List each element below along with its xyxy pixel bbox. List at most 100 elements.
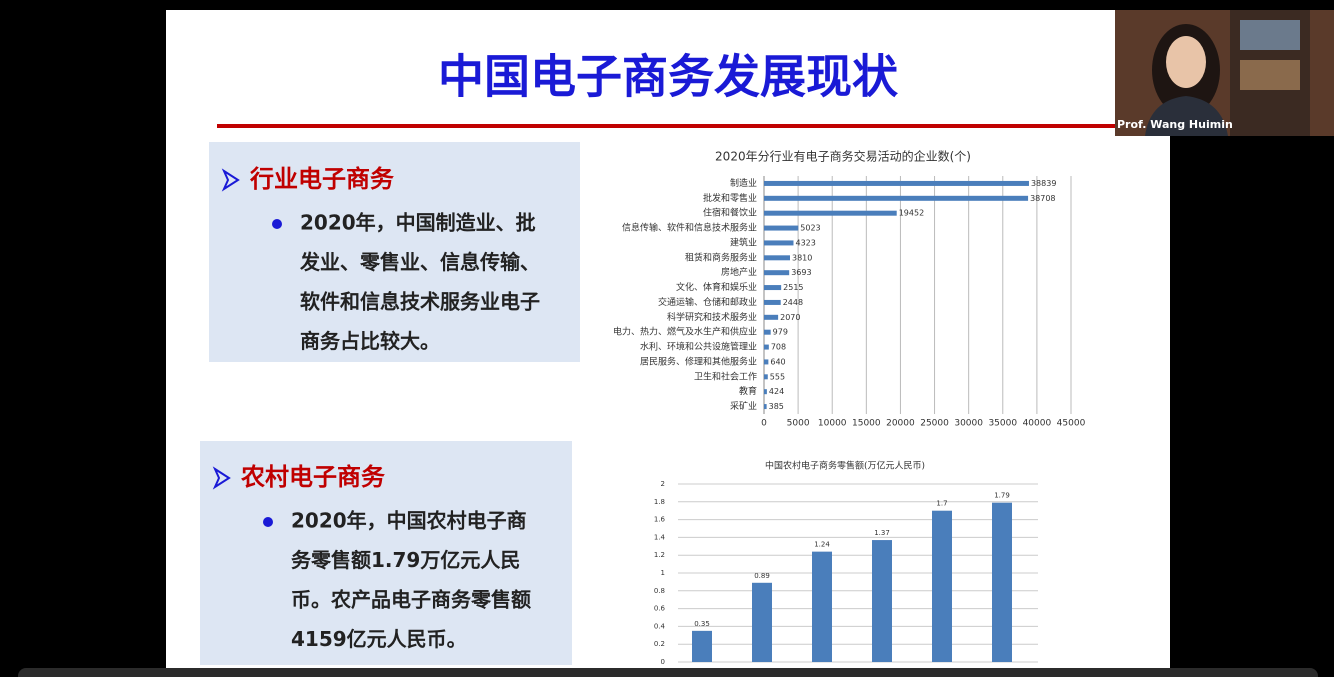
category-label: 水利、环境和公共设施管理业 bbox=[640, 341, 757, 353]
category-label: 制造业 bbox=[730, 177, 757, 189]
arrow-icon bbox=[212, 466, 231, 490]
category-label: 电力、热力、燃气及水生产和供应业 bbox=[613, 326, 757, 338]
category-label: 采矿业 bbox=[730, 400, 757, 412]
value-label: 2448 bbox=[783, 298, 803, 307]
bar bbox=[764, 359, 769, 365]
video-tile: Prof. Wang Huimin bbox=[1115, 10, 1334, 136]
value-label: 38839 bbox=[1031, 179, 1056, 188]
value-label: 0.35 bbox=[694, 620, 710, 628]
bar bbox=[764, 225, 799, 231]
bullet bbox=[272, 219, 282, 229]
body-line: 2020年，中国农村电子商 bbox=[291, 509, 527, 533]
arrow-icon bbox=[221, 168, 240, 192]
y-tick-label: 1 bbox=[661, 569, 665, 577]
y-tick-label: 0 bbox=[661, 658, 665, 666]
y-tick-label: 0.6 bbox=[654, 605, 666, 613]
x-tick-label: 10000 bbox=[818, 419, 847, 429]
value-label: 1.79 bbox=[994, 492, 1010, 500]
section-box bbox=[209, 142, 580, 362]
y-tick-label: 1.6 bbox=[654, 516, 666, 524]
body-line: 商务占比较大。 bbox=[300, 329, 440, 353]
y-tick-label: 0.2 bbox=[654, 640, 665, 648]
bar bbox=[764, 374, 768, 380]
value-label: 0.89 bbox=[754, 572, 770, 580]
control-bar[interactable] bbox=[18, 668, 1318, 677]
value-label: 424 bbox=[769, 387, 784, 396]
body-line: 4159亿元人民币。 bbox=[291, 627, 467, 651]
value-label: 2070 bbox=[780, 313, 800, 322]
body-line: 务零售额1.79万亿元人民 bbox=[291, 548, 520, 572]
bar bbox=[764, 404, 767, 410]
y-tick-label: 1.2 bbox=[654, 551, 665, 559]
participant-name: Prof. Wang Huimin bbox=[1117, 118, 1233, 131]
value-label: 19452 bbox=[899, 209, 924, 218]
category-label: 教育 bbox=[739, 385, 757, 397]
x-tick-label: 15000 bbox=[852, 419, 881, 429]
bar bbox=[692, 630, 712, 662]
chart-title: 中国农村电子商务零售额(万亿元人民币) bbox=[765, 460, 925, 472]
value-label: 1.24 bbox=[814, 541, 830, 549]
y-tick-label: 0.4 bbox=[654, 622, 666, 630]
category-label: 批发和零售业 bbox=[703, 192, 757, 204]
value-label: 385 bbox=[769, 402, 784, 411]
category-label: 居民服务、修理和其他服务业 bbox=[640, 355, 757, 367]
bar bbox=[764, 270, 790, 276]
x-tick-label: 0 bbox=[761, 419, 767, 429]
category-label: 卫生和社会工作 bbox=[694, 370, 757, 382]
face bbox=[1166, 36, 1206, 88]
value-label: 3693 bbox=[791, 268, 811, 277]
bar bbox=[764, 240, 794, 246]
bar bbox=[812, 551, 832, 662]
category-label: 租赁和商务服务业 bbox=[685, 251, 757, 263]
category-label: 房地产业 bbox=[721, 266, 757, 278]
x-tick-label: 30000 bbox=[954, 419, 983, 429]
category-label: 建筑业 bbox=[730, 236, 757, 248]
bar bbox=[764, 314, 779, 320]
x-tick-label: 20000 bbox=[886, 419, 915, 429]
x-tick-label: 5000 bbox=[787, 419, 810, 429]
y-tick-label: 2 bbox=[661, 480, 665, 488]
bar bbox=[764, 389, 767, 395]
bar bbox=[872, 540, 892, 662]
bar bbox=[764, 255, 790, 261]
bar bbox=[992, 502, 1012, 662]
value-label: 4323 bbox=[795, 238, 815, 247]
body-line: 币。农产品电子商务零售额 bbox=[291, 588, 531, 612]
bar bbox=[752, 582, 772, 662]
category-label: 信息传输、软件和信息技术服务业 bbox=[622, 222, 757, 234]
x-tick-label: 25000 bbox=[920, 419, 949, 429]
slide-title: 中国电子商务发展现状 bbox=[438, 50, 899, 104]
section-box bbox=[200, 441, 572, 665]
section-heading: 行业电子商务 bbox=[249, 165, 395, 193]
y-tick-label: 1.4 bbox=[654, 533, 666, 541]
books bbox=[1240, 60, 1300, 90]
bar bbox=[764, 344, 769, 350]
bar bbox=[764, 180, 1029, 186]
body-line: 发业、零售业、信息传输、 bbox=[299, 250, 540, 274]
bar bbox=[764, 210, 897, 216]
body-line: 2020年，中国制造业、批 bbox=[300, 211, 536, 235]
value-label: 708 bbox=[771, 343, 786, 352]
value-label: 38708 bbox=[1030, 194, 1055, 203]
value-label: 2515 bbox=[783, 283, 803, 292]
category-label: 住宿和餐饮业 bbox=[703, 207, 757, 219]
value-label: 1.37 bbox=[874, 529, 890, 537]
value-label: 3810 bbox=[792, 253, 812, 262]
bar bbox=[764, 195, 1029, 201]
bar bbox=[764, 299, 781, 305]
y-tick-label: 1.8 bbox=[654, 498, 665, 506]
x-tick-label: 35000 bbox=[988, 419, 1017, 429]
title-rule bbox=[217, 124, 1117, 128]
section-heading: 农村电子商务 bbox=[240, 463, 386, 491]
value-label: 640 bbox=[770, 357, 785, 366]
x-tick-label: 40000 bbox=[1023, 419, 1052, 429]
category-label: 科学研究和技术服务业 bbox=[667, 311, 757, 323]
body-line: 软件和信息技术服务业电子 bbox=[300, 290, 540, 314]
books bbox=[1240, 20, 1300, 50]
category-label: 文化、体育和娱乐业 bbox=[676, 281, 757, 293]
bar bbox=[764, 285, 782, 291]
chart-title: 2020年分行业有电子商务交易活动的企业数(个) bbox=[715, 149, 971, 164]
category-label: 交通运输、仓储和邮政业 bbox=[658, 296, 757, 308]
